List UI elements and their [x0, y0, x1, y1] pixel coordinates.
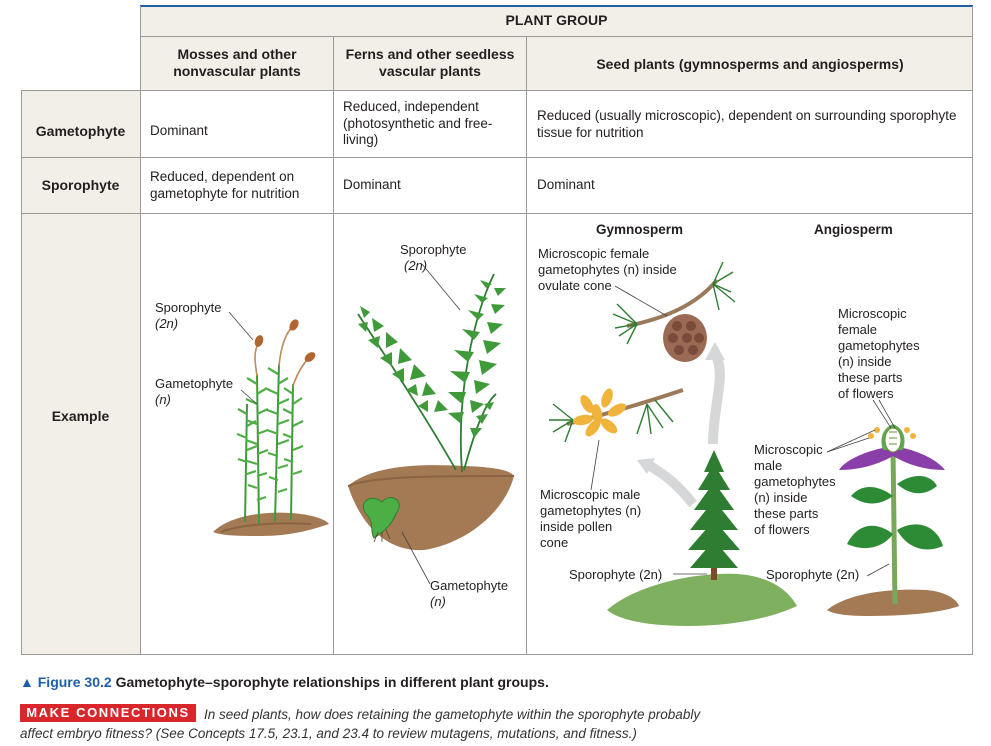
gymno-female-label-2: gametophytes (n) inside: [538, 262, 677, 277]
rule-v2: [333, 36, 334, 655]
header-top-rule: [140, 5, 973, 7]
moss-sporophyte-label: Sporophyte: [155, 300, 222, 315]
moss-gametophyte-ploidy: (n): [155, 392, 171, 407]
col-header-ferns: Ferns and other seedless vascular plants: [345, 46, 515, 79]
group-header-bg: [140, 6, 973, 90]
rule-h4: [21, 213, 973, 214]
row-label-example: Example: [51, 408, 110, 424]
cell-sporophyte-seed: Dominant: [537, 177, 595, 192]
make-connections-text-2: affect embryo fitness? (See Concepts 17.…: [20, 726, 637, 741]
rule-h2: [21, 90, 973, 91]
rule-v4: [972, 6, 973, 655]
rule-v0: [21, 90, 22, 655]
gymno-sporophyte-label: Sporophyte (2n): [569, 567, 663, 582]
moss-sporophyte-ploidy: (2n): [155, 316, 179, 331]
cell-sporophyte-ferns: Dominant: [343, 177, 401, 192]
fern-sporophyte-ploidy: (2n): [404, 258, 428, 273]
gymno-male-label-1: Microscopic male: [540, 487, 641, 502]
cell-gametophyte-mosses: Dominant: [150, 123, 208, 138]
cell-gametophyte-seed: Reduced (usually microscopic), dependent…: [537, 108, 957, 140]
rule-h1: [140, 36, 973, 37]
rule-v1: [140, 6, 141, 655]
moss-gametophyte-label: Gametophyte: [155, 376, 234, 391]
figure-title: Gametophyte–sporophyte relationships in …: [115, 674, 549, 690]
gymno-male-label-2: gametophytes (n): [540, 503, 642, 518]
angio-female-label-1: Microscopic: [838, 306, 907, 321]
plant-group-header: PLANT GROUP: [505, 12, 608, 28]
col-header-seed-plants: Seed plants (gymnosperms and angiosperms…: [596, 56, 904, 72]
row-label-bg: [21, 90, 140, 654]
make-connections-text-1: In seed plants, how does retaining the g…: [204, 707, 701, 722]
angio-female-label-5: these parts: [838, 370, 903, 385]
gymno-male-label-4: cone: [540, 535, 569, 550]
figure-number: Figure 30.2: [37, 674, 112, 690]
angio-female-label-2: female: [838, 322, 878, 337]
fern-illustration: [347, 263, 515, 585]
angio-male-label-6: of flowers: [754, 522, 810, 537]
angio-female-label-4: (n) inside: [838, 354, 892, 369]
moss-illustration: [213, 311, 329, 536]
figure-caption: ▲ Figure 30.2 Gametophyte–sporophyte rel…: [20, 674, 549, 690]
row-label-gametophyte: Gametophyte: [35, 123, 126, 139]
angio-female-label-3: gametophytes: [838, 338, 920, 353]
angio-male-label-4: (n) inside: [754, 490, 808, 505]
gymno-female-label-1: Microscopic female: [538, 246, 650, 261]
gymno-female-label-3: ovulate cone: [538, 278, 612, 293]
rule-h3: [21, 157, 973, 158]
fern-gametophyte-ploidy: (n): [430, 594, 446, 609]
fern-gametophyte-label: Gametophyte: [430, 578, 509, 593]
seed-plant-illustration: [549, 261, 959, 626]
make-connections-badge: MAKE CONNECTIONS: [20, 704, 196, 722]
angio-male-label-2: male: [754, 458, 783, 473]
row-label-sporophyte: Sporophyte: [41, 177, 120, 193]
rule-h5: [21, 654, 973, 655]
angio-male-label-5: these parts: [754, 506, 819, 521]
angio-female-label-6: of flowers: [838, 386, 894, 401]
angio-sporophyte-label: Sporophyte (2n): [766, 567, 860, 582]
fern-sporophyte-label: Sporophyte: [400, 242, 467, 257]
caption-marker: ▲: [20, 674, 34, 690]
angiosperm-title: Angiosperm: [814, 222, 893, 237]
cell-sporophyte-mosses: Reduced, dependent on gametophyte for nu…: [150, 169, 300, 201]
rule-v3: [526, 36, 527, 655]
gymno-male-label-3: inside pollen: [540, 519, 613, 534]
gymnosperm-title: Gymnosperm: [596, 222, 684, 237]
cell-gametophyte-ferns: Reduced, independent (photosynthetic and…: [343, 99, 493, 147]
col-header-mosses: Mosses and other nonvascular plants: [173, 46, 301, 79]
angio-male-label-1: Microscopic: [754, 442, 823, 457]
angio-male-label-3: gametophytes: [754, 474, 836, 489]
